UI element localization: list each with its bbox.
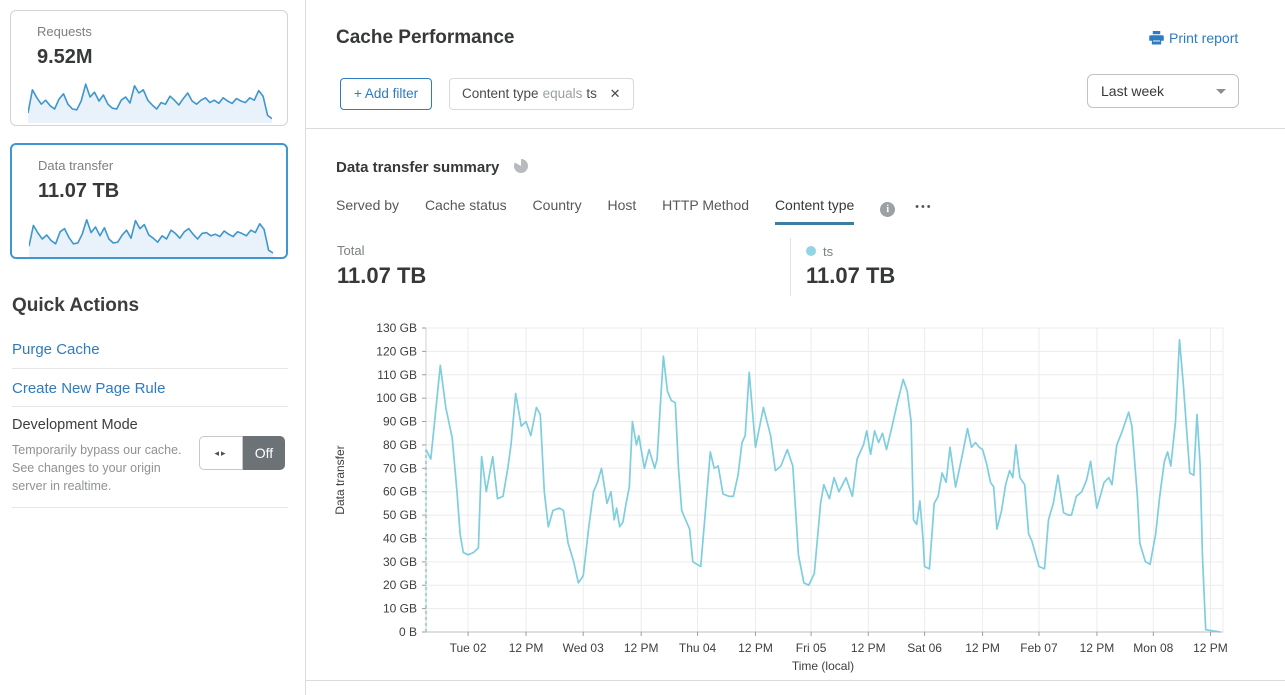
tab-served-by[interactable]: Served by xyxy=(336,197,400,213)
metric-value: 11.07 TB xyxy=(38,180,120,202)
svg-text:110 GB: 110 GB xyxy=(377,368,417,382)
svg-text:Feb 07: Feb 07 xyxy=(1020,641,1058,655)
svg-text:Tue 02: Tue 02 xyxy=(450,641,487,655)
y-axis-labels: 0 B 10 GB 20 GB 30 GB 40 GB 50 GB 60 GB 70 GB 80… xyxy=(376,321,417,639)
summary-title: Data transfer summary xyxy=(336,159,500,176)
print-report-label[interactable]: Print report xyxy=(1169,30,1239,46)
tab-cache-status[interactable]: Cache status xyxy=(424,197,507,213)
svg-text:90 GB: 90 GB xyxy=(383,415,417,429)
quick-actions-title: Quick Actions xyxy=(12,295,140,316)
divider xyxy=(790,238,791,296)
filter-operator: equals xyxy=(542,86,583,101)
svg-text:50 GB: 50 GB xyxy=(383,508,417,522)
requests-sparkline xyxy=(28,83,272,123)
pie-chart-icon xyxy=(514,158,528,173)
chevron-down-icon xyxy=(1216,89,1226,94)
svg-text:70 GB: 70 GB xyxy=(383,461,417,475)
print-report-button[interactable]: Print report xyxy=(1149,30,1238,46)
tab-content-type[interactable]: Content type xyxy=(774,197,855,225)
metric-value: 9.52M xyxy=(37,46,93,68)
info-icon[interactable]: i xyxy=(880,202,896,217)
page-title: Cache Performance xyxy=(336,27,515,48)
svg-text:12 PM: 12 PM xyxy=(1193,641,1228,655)
summary-tabs: Served by Cache status Country Host HTTP… xyxy=(336,197,933,225)
development-mode-description: Temporarily bypass our cache. See change… xyxy=(12,443,182,493)
divider xyxy=(306,128,1285,129)
divider xyxy=(12,368,288,369)
svg-text:40 GB: 40 GB xyxy=(383,531,417,545)
legend-dot xyxy=(806,246,816,256)
svg-text:Sat 06: Sat 06 xyxy=(907,641,942,655)
time-range-select[interactable]: Last week xyxy=(1087,74,1239,108)
svg-text:12 PM: 12 PM xyxy=(624,641,659,655)
sidebar: Requests 9.52M Data transfer 11.07 TB Qu… xyxy=(0,0,306,695)
svg-text:Fri 05: Fri 05 xyxy=(796,641,827,655)
y-axis-title: Data transfer xyxy=(333,445,347,514)
svg-text:30 GB: 30 GB xyxy=(383,555,417,569)
divider xyxy=(306,680,1285,681)
data-transfer-sparkline xyxy=(29,219,273,257)
toggle-state-label: Off xyxy=(243,436,285,470)
divider xyxy=(12,406,288,407)
chart-grid xyxy=(425,327,1224,633)
svg-text:130 GB: 130 GB xyxy=(376,321,417,335)
remove-filter-icon[interactable]: ✕ xyxy=(609,86,621,101)
total-value: 11.07 TB xyxy=(337,263,427,288)
development-mode-title: Development Mode xyxy=(12,417,138,433)
metric-card-data-transfer[interactable]: Data transfer 11.07 TB xyxy=(10,143,288,259)
svg-text:0 B: 0 B xyxy=(399,625,417,639)
chart-ticks xyxy=(422,327,1211,636)
legend-series-label: ts xyxy=(823,244,834,259)
filter-chip[interactable]: Content type equals ts ✕ xyxy=(449,78,634,110)
toggle-arrows-icon[interactable]: ◂▸ xyxy=(199,436,243,470)
tab-country[interactable]: Country xyxy=(532,197,582,213)
main-panel: Cache Performance Print report + Add fil… xyxy=(306,0,1285,695)
svg-text:80 GB: 80 GB xyxy=(383,438,417,452)
x-axis-labels: Tue 02 12 PM Wed 03 12 PM Thu 04 12 PM Fri 05 1… xyxy=(450,641,1228,673)
svg-text:12 PM: 12 PM xyxy=(851,641,886,655)
x-axis-title: Time (local) xyxy=(792,659,854,673)
svg-text:60 GB: 60 GB xyxy=(383,485,417,499)
more-tabs-button[interactable]: ••• xyxy=(915,201,933,213)
svg-text:20 GB: 20 GB xyxy=(383,578,417,592)
svg-text:12 PM: 12 PM xyxy=(509,641,544,655)
tab-host[interactable]: Host xyxy=(607,197,637,213)
legend-item-ts[interactable]: ts xyxy=(806,244,833,259)
series-line-ts xyxy=(425,338,1221,633)
time-range-value: Last week xyxy=(1101,83,1165,99)
main-chart: 0 B 10 GB 20 GB 30 GB 40 GB 50 GB 60 GB 70 GB 80… xyxy=(333,321,1228,673)
svg-text:12 PM: 12 PM xyxy=(1080,641,1115,655)
divider xyxy=(12,507,288,508)
total-label: Total xyxy=(337,243,365,258)
svg-text:Wed 03: Wed 03 xyxy=(563,641,604,655)
svg-text:Thu 04: Thu 04 xyxy=(679,641,717,655)
legend-series-value: 11.07 TB xyxy=(806,263,896,288)
metric-card-requests[interactable]: Requests 9.52M xyxy=(10,10,288,126)
create-page-rule-link[interactable]: Create New Page Rule xyxy=(12,380,166,397)
tab-http-method[interactable]: HTTP Method xyxy=(662,197,750,213)
metric-label: Data transfer xyxy=(38,158,114,173)
printer-icon xyxy=(1149,31,1164,45)
metric-label: Requests xyxy=(37,24,92,39)
development-mode-toggle[interactable]: ◂▸ Off xyxy=(199,436,285,470)
svg-text:12 PM: 12 PM xyxy=(738,641,773,655)
svg-text:10 GB: 10 GB xyxy=(383,602,417,616)
purge-cache-link[interactable]: Purge Cache xyxy=(12,341,100,358)
filter-field: Content type xyxy=(462,86,539,101)
add-filter-button[interactable]: + Add filter xyxy=(340,78,433,110)
svg-text:Mon 08: Mon 08 xyxy=(1133,641,1173,655)
svg-text:100 GB: 100 GB xyxy=(376,391,417,405)
svg-text:120 GB: 120 GB xyxy=(376,344,417,358)
svg-text:12 PM: 12 PM xyxy=(965,641,1000,655)
filter-value: ts xyxy=(586,86,597,101)
